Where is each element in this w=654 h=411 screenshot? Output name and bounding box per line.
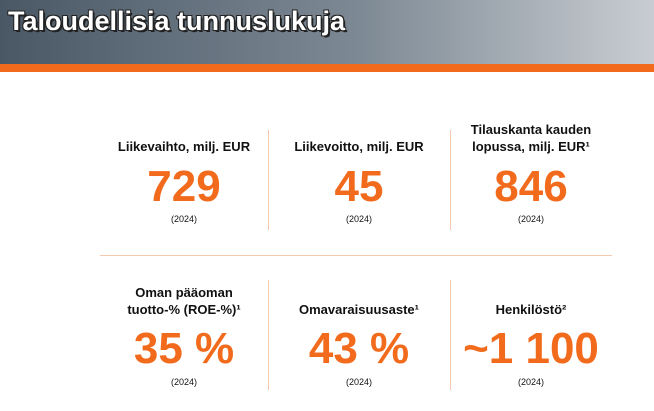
divider xyxy=(450,130,451,230)
kpi-year: (2024) xyxy=(345,214,372,224)
kpi: Liikevaihto, milj. EUR 729 (2024) xyxy=(100,0,268,411)
kpi-value: 45 xyxy=(334,162,384,211)
kpi-value: 35 % xyxy=(133,324,235,373)
kpi-year: (2024) xyxy=(170,377,197,387)
divider xyxy=(268,280,269,390)
kpi-year: (2024) xyxy=(345,377,372,387)
kpi-label: Omavaraisuusaste¹ xyxy=(299,302,419,317)
kpi: Omavaraisuusaste¹ 43 % (2024) xyxy=(268,0,450,411)
kpi: Liikevoitto, milj. EUR 45 (2024) xyxy=(268,0,450,411)
divider xyxy=(450,280,451,390)
kpi-label: Tilauskanta kauden xyxy=(470,122,592,137)
kpi-label: Liikevoitto, milj. EUR xyxy=(294,139,424,154)
kpi-year: (2024) xyxy=(517,214,544,224)
divider xyxy=(100,255,612,256)
kpi: Henkilöstö² ~1 100 (2024) xyxy=(450,0,612,411)
kpi: Tilauskanta kauden lopussa, milj. EUR¹ 846… xyxy=(450,0,612,411)
kpi-year: (2024) xyxy=(517,377,544,387)
kpi-value: 43 % xyxy=(308,324,410,373)
kpi-year: (2024) xyxy=(170,214,197,224)
accent-bar xyxy=(0,64,654,72)
kpi-label: lopussa, milj. EUR¹ xyxy=(472,139,590,154)
kpi-label: Oman pääoman xyxy=(135,285,233,300)
header-title: Taloudellisia tunnuslukuja xyxy=(8,6,346,36)
kpi-label: Henkilöstö² xyxy=(495,302,567,317)
kpi-label: Liikevaihto, milj. EUR xyxy=(117,139,251,154)
kpi: Oman pääoman tuotto-% (ROE-%)¹ 35 % (2024) xyxy=(100,0,268,411)
divider xyxy=(268,130,269,230)
kpi-value: 729 xyxy=(147,162,221,211)
header: Taloudellisia tunnuslukuja xyxy=(0,0,654,64)
kpi-value: 846 xyxy=(494,162,568,211)
kpi-value: ~1 100 xyxy=(463,324,599,373)
kpi-label: tuotto-% (ROE-%)¹ xyxy=(127,302,241,317)
